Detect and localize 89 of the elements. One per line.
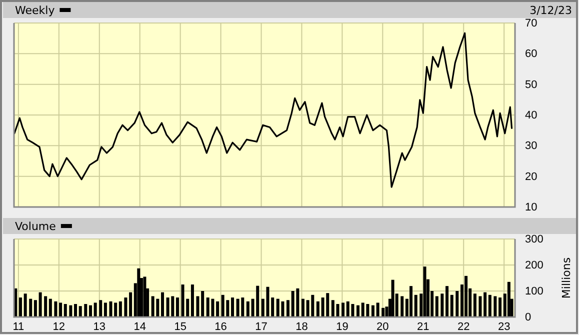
bar	[286, 300, 290, 317]
x-tick-label: 19	[336, 320, 348, 333]
bar	[464, 276, 468, 317]
bar	[34, 300, 37, 317]
bar	[18, 298, 22, 317]
bar	[456, 291, 459, 317]
bar	[507, 282, 510, 317]
x-tick-label: 23	[498, 320, 510, 333]
x-tick-label: 21	[417, 320, 430, 333]
bar	[382, 308, 385, 317]
bar	[78, 306, 82, 317]
x-tick-label: 16	[214, 320, 227, 333]
y-tick-label: 300	[525, 234, 544, 246]
y-tick-label: 200	[525, 260, 544, 272]
bar	[88, 305, 92, 317]
bar	[124, 298, 128, 317]
bar	[271, 298, 274, 317]
bar	[423, 266, 426, 317]
bar	[435, 296, 438, 317]
bar	[74, 304, 78, 317]
bar	[356, 305, 360, 317]
x-tick-label: 13	[93, 320, 106, 333]
bar	[114, 302, 118, 317]
bar	[371, 305, 374, 317]
bar	[342, 302, 345, 317]
bar	[201, 291, 204, 317]
bar	[137, 268, 140, 317]
bar	[391, 280, 394, 317]
bar	[440, 294, 444, 317]
x-tick-label: 22	[457, 320, 470, 333]
bar	[109, 301, 112, 317]
y-tick-label: 70	[525, 18, 538, 30]
bar	[494, 296, 497, 317]
bar	[176, 298, 179, 317]
legend-label: Weekly	[15, 4, 56, 17]
legend-label: Volume	[15, 220, 56, 233]
bar	[129, 292, 132, 317]
y-tick-label: 100	[525, 286, 544, 298]
y-tick-label: 30	[525, 140, 538, 152]
bar	[48, 298, 52, 317]
bar	[44, 296, 48, 317]
bar	[94, 302, 97, 317]
line-series	[14, 32, 513, 188]
bar	[190, 284, 194, 317]
text: 3/12/23	[530, 4, 572, 17]
bar	[161, 292, 164, 317]
x-tick-label: 20	[376, 320, 389, 333]
x-tick-label: 12	[52, 320, 66, 333]
bar	[478, 296, 482, 317]
bar	[246, 301, 250, 317]
bar	[59, 302, 62, 317]
bar	[54, 301, 58, 317]
bar	[216, 301, 220, 317]
bar	[400, 296, 404, 317]
y-tick-label: 10	[525, 202, 538, 214]
x-tick-label: 18	[296, 320, 308, 333]
x-tick-label: 17	[255, 320, 268, 333]
bar	[488, 294, 492, 317]
bar	[104, 302, 107, 317]
bar	[450, 294, 454, 317]
x-tick-label: 15	[174, 320, 186, 333]
bar	[376, 302, 380, 317]
bar	[38, 292, 42, 317]
y-tick-label: 40	[525, 110, 538, 122]
bar	[64, 304, 67, 317]
bar	[84, 304, 88, 317]
y-tick-label: 0	[525, 312, 532, 324]
bar	[301, 298, 304, 317]
y-tick-label: 60	[525, 48, 538, 60]
bar	[99, 300, 102, 317]
bar	[473, 294, 476, 317]
bar	[69, 305, 72, 317]
bar	[409, 286, 412, 317]
bar	[24, 294, 27, 317]
bar	[118, 301, 122, 317]
y-tick-label: 20	[525, 170, 538, 183]
bar	[196, 296, 200, 317]
bar	[316, 301, 320, 317]
bar	[143, 276, 146, 317]
y-tick-label: 50	[525, 78, 538, 91]
x-tick-label: 11	[12, 320, 24, 333]
bar	[231, 298, 234, 317]
bar	[29, 298, 32, 317]
x-tick-label: 14	[134, 320, 146, 333]
bar	[446, 286, 449, 317]
y-axis-title: Millions	[560, 257, 573, 299]
bar	[414, 294, 418, 317]
bar	[484, 292, 487, 317]
bar	[498, 298, 502, 317]
